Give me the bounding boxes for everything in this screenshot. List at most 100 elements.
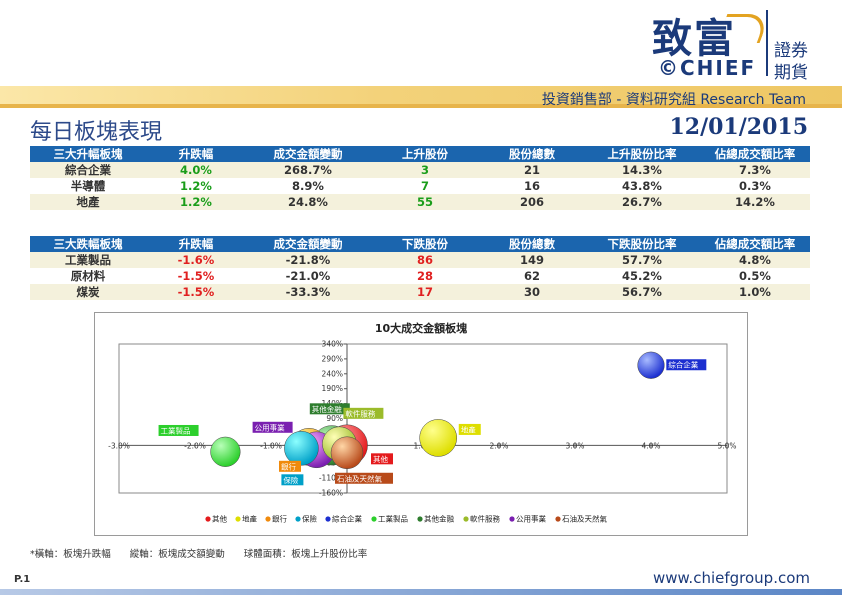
x-tick-label: 3.0% [565,441,584,450]
bubble-label-bg [158,424,199,436]
bubble-label-bg [335,472,393,484]
table-cell: 43.8% [584,178,700,194]
table-cell: 7 [370,178,480,194]
table-header-row: 三大升幅板塊 升跌幅 成交金額變動 上升股份 股份總數 上升股份比率 佔總成交額… [30,146,810,162]
company-logo: 致富 ©CHIEF 證券 期貨 [652,4,822,83]
table-row: 工業製品 -1.6% -21.8% 86 149 57.7% 4.8% [30,252,810,268]
table-cell: -1.5% [146,268,246,284]
bubble-label: 石油及天然氣 [337,473,382,483]
website-url: www.chiefgroup.com [653,569,810,587]
logo-chinese: 致富 [652,15,736,62]
legend-marker [325,516,331,522]
table-cell: 0.5% [700,268,810,284]
table-cell: 55 [370,194,480,210]
table-row: 地產 1.2% 24.8% 55 206 26.7% 14.2% [30,194,810,210]
table-cell: 56.7% [584,284,700,300]
table-cell: 30 [480,284,584,300]
bubble-label: 地產 [461,424,476,434]
header-cell: 三大升幅板塊 [30,146,146,162]
bubble-chart: 10大成交金額板塊-3.0%-2.0%-1.0%0.0%1.0%2.0%3.0%… [94,312,748,536]
table-cell: -1.6% [146,252,246,268]
legend-marker [371,516,377,522]
legend-entry: 軟件服務 [470,514,500,524]
y-tick-label: 90% [326,414,343,423]
logo-sub-futures: 期貨 [774,63,808,83]
table-row: 綜合企業 4.0% 268.7% 3 21 14.3% 7.3% [30,162,810,178]
legend-marker [555,516,561,522]
table-cell: 86 [370,252,480,268]
footer-band [0,589,842,595]
table-cell: 綜合企業 [30,162,146,178]
legend-entry: 銀行 [272,514,287,524]
legend-entry: 綜合企業 [332,514,362,524]
legend-marker [417,516,423,522]
table-cell: 1.2% [146,194,246,210]
header-cell: 升跌幅 [146,236,246,252]
x-tick-label: 5.0% [717,441,736,450]
bubble-label: 工業製品 [161,425,191,435]
bubble-label-bg [371,453,393,465]
legend-marker [235,516,241,522]
bubble-label-bg [252,421,293,433]
table-row: 煤炭 -1.5% -33.3% 17 30 56.7% 1.0% [30,284,810,300]
x-tick-label: 2.0% [489,441,508,450]
bubble-label: 軟件服務 [345,408,375,418]
bubble-1 [419,419,458,457]
table-cell: 62 [480,268,584,284]
top-gainers-table: 三大升幅板塊 升跌幅 成交金額變動 上升股份 股份總數 上升股份比率 佔總成交額… [30,146,810,210]
bubble-4 [637,351,665,379]
table-cell: 半導體 [30,178,146,194]
bubble-label-bg [279,460,301,472]
legend-entry: 其他 [212,514,227,524]
bubble-label: 綜合企業 [668,360,698,370]
header-cell: 下跌股份比率 [584,236,700,252]
department-label: 投資銷售部 - 資料研究組 Research Team [541,92,806,108]
bubble-3 [284,431,319,466]
table-cell: 煤炭 [30,284,146,300]
page-title: 每日板塊表現 [30,120,163,145]
table-cell: 57.7% [584,252,700,268]
table-cell: 26.7% [584,194,700,210]
top-losers-table: 三大跌幅板塊 升跌幅 成交金額變動 下跌股份 股份總數 下跌股份比率 佔總成交額… [30,236,810,300]
logo-sub-securities: 證券 [774,41,808,61]
header-cell: 上升股份比率 [584,146,700,162]
legend-entry: 工業製品 [378,514,408,524]
header-cell: 股份總數 [480,146,584,162]
bubble-5 [210,436,241,467]
chart-footnote: *橫軸：板塊升跌幅 縱軸：板塊成交額變動 球體面積：板塊上升股份比率 [30,549,368,560]
table-cell: 21 [480,162,584,178]
table-header-row: 三大跌幅板塊 升跌幅 成交金額變動 下跌股份 股份總數 下跌股份比率 佔總成交額… [30,236,810,252]
table-cell: 8.9% [246,178,370,194]
header-band [0,86,842,108]
x-tick-label: -1.0% [260,441,282,450]
legend-marker [463,516,469,522]
bubble-label-bg [309,403,350,415]
table-cell: 4.8% [700,252,810,268]
bubble-9 [330,436,364,470]
x-tick-label: -3.0% [108,441,130,450]
header-cell: 股份總數 [480,236,584,252]
table-cell: 268.7% [246,162,370,178]
bubble-label: 公用事業 [255,422,285,432]
header-cell: 成交金額變動 [246,146,370,162]
table-cell: 28 [370,268,480,284]
table-cell: 45.2% [584,268,700,284]
bubble-label-bg [458,423,481,435]
table-cell: -1.5% [146,284,246,300]
chart-title: 10大成交金額板塊 [375,321,467,335]
legend-entry: 地產 [242,514,257,524]
logo-english-text: CHIEF [680,56,757,80]
table-row: 半導體 1.2% 8.9% 7 16 43.8% 0.3% [30,178,810,194]
bubble-label: 銀行 [281,461,296,471]
header-cell: 佔總成交額比率 [700,146,810,162]
table-cell: 24.8% [246,194,370,210]
legend-marker [205,516,211,522]
table-cell: 3 [370,162,480,178]
bubble-label-bg [281,474,304,486]
table-cell: -21.0% [246,268,370,284]
y-tick-label: 190% [322,384,343,393]
header-cell: 上升股份 [370,146,480,162]
table-cell: -33.3% [246,284,370,300]
table-cell: 17 [370,284,480,300]
bubble-label: 其他金融 [312,404,342,414]
